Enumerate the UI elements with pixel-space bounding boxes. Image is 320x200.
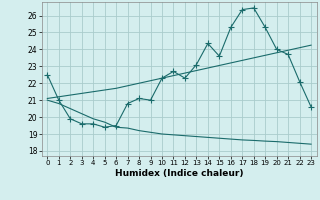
X-axis label: Humidex (Indice chaleur): Humidex (Indice chaleur) [115,169,244,178]
